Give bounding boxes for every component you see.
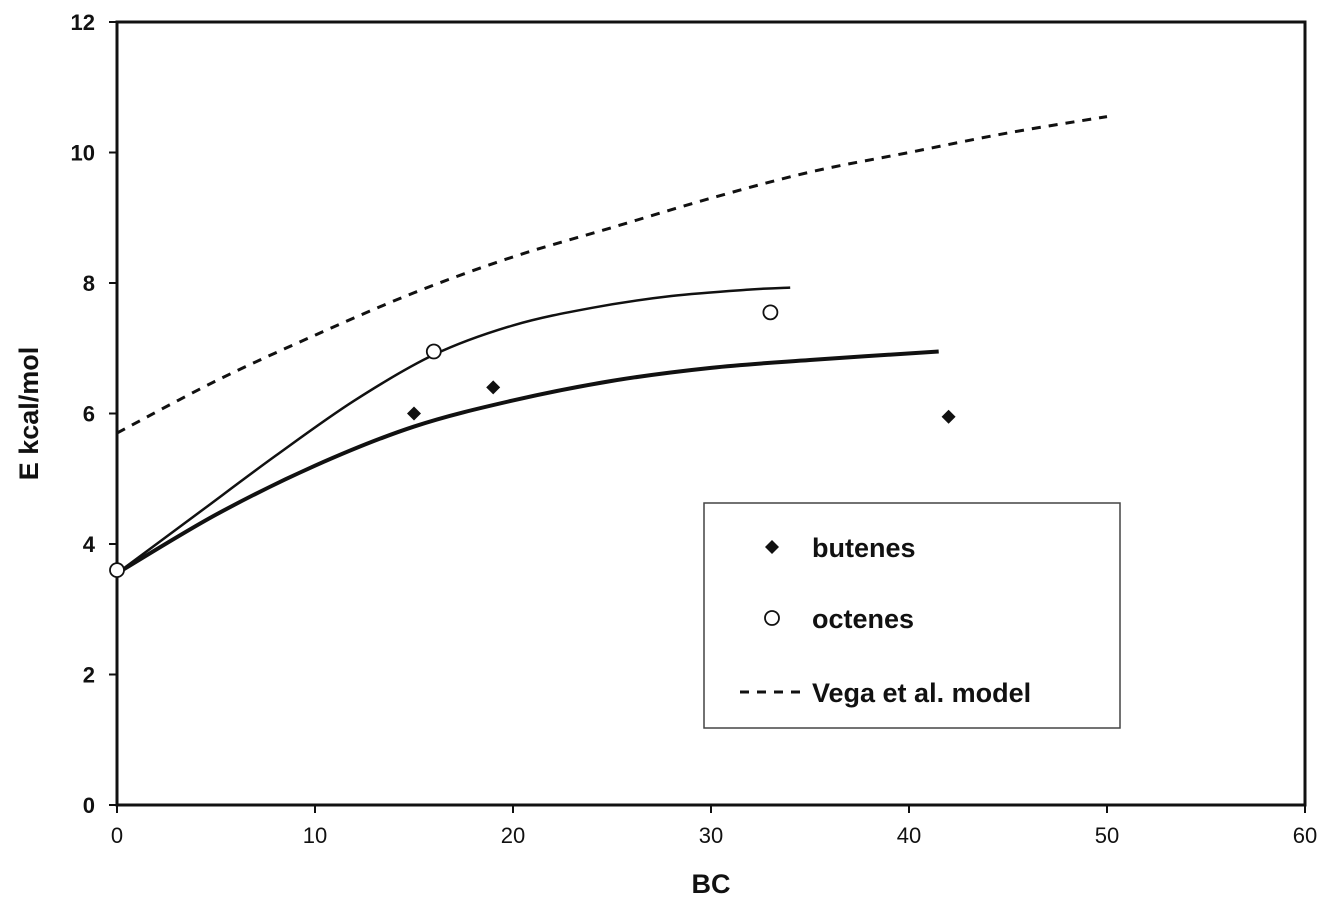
point-butenes bbox=[486, 380, 501, 395]
y-tick-label: 0 bbox=[83, 793, 95, 818]
y-tick-label: 4 bbox=[83, 532, 96, 557]
point-octenes bbox=[762, 304, 779, 321]
x-tick-label: 10 bbox=[303, 823, 327, 848]
x-tick-label: 60 bbox=[1293, 823, 1317, 848]
x-axis-title: BC bbox=[692, 869, 731, 899]
point-butenes bbox=[407, 406, 421, 421]
y-tick-label: 12 bbox=[71, 10, 95, 35]
fit-curve-octenes bbox=[116, 286, 791, 575]
y-tick-label: 10 bbox=[71, 141, 95, 166]
point-octenes bbox=[109, 562, 125, 578]
legend-marker-butenes bbox=[765, 540, 779, 554]
point-butenes bbox=[941, 409, 956, 424]
legend-marker-octenes bbox=[764, 610, 780, 626]
x-tick-label: 40 bbox=[897, 823, 921, 848]
y-tick-label: 2 bbox=[83, 663, 95, 688]
y-axis-title: E kcal/mol bbox=[14, 347, 44, 481]
series-line-vega-model bbox=[116, 115, 1108, 435]
series-points bbox=[109, 304, 956, 578]
y-axis-ticks: 0 2 4 6 8 10 12 bbox=[71, 10, 117, 818]
series-lines bbox=[115, 115, 1108, 576]
x-tick-label: 20 bbox=[501, 823, 525, 848]
legend-label: Vega et al. model bbox=[812, 678, 1031, 708]
x-tick-label: 30 bbox=[699, 823, 723, 848]
legend-label: octenes bbox=[812, 604, 914, 634]
y-tick-label: 8 bbox=[83, 271, 95, 296]
x-tick-label: 50 bbox=[1095, 823, 1119, 848]
x-axis-ticks: 0 10 20 30 40 50 60 bbox=[111, 805, 1317, 848]
fit-curve-butenes bbox=[115, 349, 939, 576]
legend: butenes octenes Vega et al. model bbox=[703, 502, 1121, 729]
legend-label: butenes bbox=[812, 533, 916, 563]
y-tick-label: 6 bbox=[83, 402, 95, 427]
x-tick-label: 0 bbox=[111, 823, 123, 848]
point-octenes bbox=[425, 343, 442, 360]
